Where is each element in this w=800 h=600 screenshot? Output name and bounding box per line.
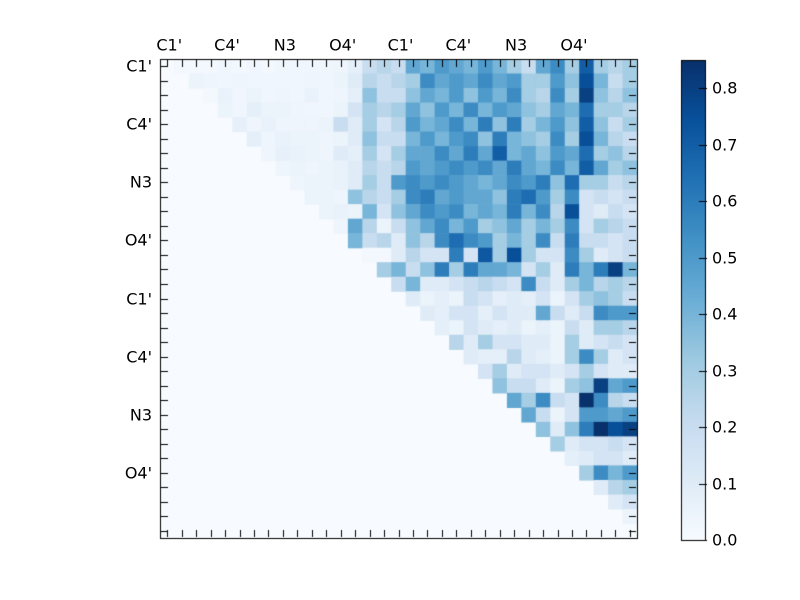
colorbar-tick-label: 0.5 [712, 248, 738, 268]
colorbar-tick-label: 0.3 [712, 361, 738, 381]
x-axis-label: C4' [214, 35, 240, 55]
y-axis-label: C1' [126, 56, 152, 76]
colorbar-tick-label: 0.8 [712, 78, 738, 98]
y-axis-label: O4' [124, 230, 152, 250]
y-axis-label: N3 [129, 405, 152, 425]
colorbar-tick-label: 0.2 [712, 417, 738, 437]
colorbar-tick-label: 0.4 [712, 304, 738, 324]
x-axis-label: C1' [156, 35, 183, 55]
colorbar-tick-label: 0.1 [712, 474, 738, 494]
y-axis-label: C1' [126, 289, 152, 308]
colorbar-tick-label: 0.7 [712, 135, 738, 155]
colorbar-tick-label: 0.0 [712, 530, 738, 550]
y-axis-label: N3 [129, 172, 152, 192]
x-axis-label: O4' [329, 35, 357, 55]
y-axis-label: C4' [126, 114, 152, 134]
x-axis-label: O4' [560, 35, 588, 55]
x-axis-label: C1' [387, 35, 414, 55]
x-axis-label: N3 [273, 35, 296, 55]
x-axis-label: C4' [445, 35, 472, 55]
y-axis-label: O4' [124, 463, 152, 483]
y-axis-label: C4' [126, 347, 152, 367]
x-axis-label: N3 [505, 35, 528, 55]
colorbar-tick-label: 0.6 [712, 191, 738, 211]
